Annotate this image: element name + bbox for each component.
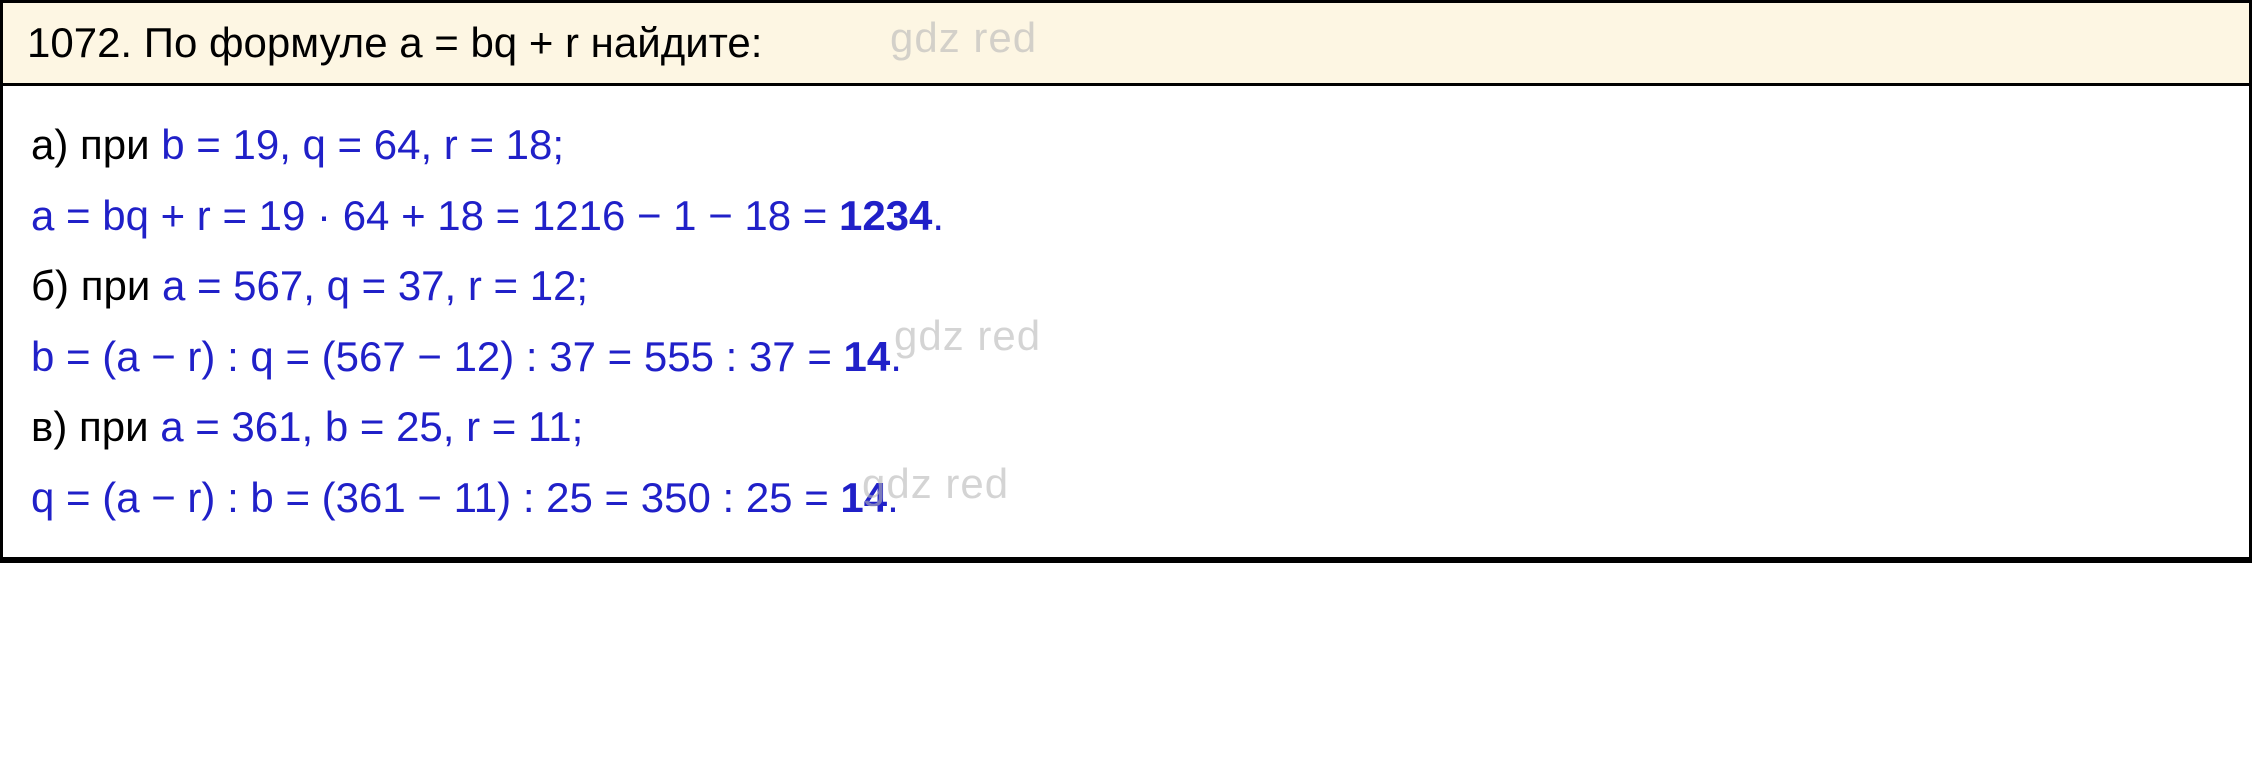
line-c-label: в) при xyxy=(31,403,160,450)
line-a-label: а) при xyxy=(31,121,161,168)
line-c-calc: q = (a − r) : b = (361 − 11) : 25 = 350 … xyxy=(31,474,840,521)
line-c-period: . xyxy=(887,474,899,521)
line-c-calc-row: q = (a − r) : b = (361 − 11) : 25 = 350 … xyxy=(31,463,2221,534)
line-b-calc-row: b = (a − r) : q = (567 − 12) : 37 = 555 … xyxy=(31,322,2221,393)
line-a-calc: a = bq + r = 19 · 64 + 18 = 1216 − 1 − 1… xyxy=(31,192,839,239)
line-a-values: b = 19, q = 64, r = 18; xyxy=(161,121,564,168)
line-a: а) при b = 19, q = 64, r = 18; xyxy=(31,110,2221,181)
line-b-values: a = 567, q = 37, r = 12; xyxy=(162,262,588,309)
header-text: 1072. По формуле a = bq + r найдите: xyxy=(27,19,762,66)
line-b-answer: 14 xyxy=(844,333,891,380)
line-b-calc: b = (a − r) : q = (567 − 12) : 37 = 555 … xyxy=(31,333,844,380)
line-a-calc-row: a = bq + r = 19 · 64 + 18 = 1216 − 1 − 1… xyxy=(31,181,2221,252)
line-b: б) при a = 567, q = 37, r = 12; xyxy=(31,251,2221,322)
line-c: в) при a = 361, b = 25, r = 11; xyxy=(31,392,2221,463)
line-c-answer: 14 xyxy=(840,474,887,521)
line-a-period: . xyxy=(932,192,944,239)
line-c-values: a = 361, b = 25, r = 11; xyxy=(160,403,583,450)
problem-table: 1072. По формуле a = bq + r найдите: а) … xyxy=(0,0,2252,563)
line-b-period: . xyxy=(890,333,902,380)
problem-body: а) при b = 19, q = 64, r = 18; a = bq + … xyxy=(3,86,2249,560)
line-b-label: б) при xyxy=(31,262,162,309)
line-a-answer: 1234 xyxy=(839,192,932,239)
problem-header: 1072. По формуле a = bq + r найдите: xyxy=(3,3,2249,86)
